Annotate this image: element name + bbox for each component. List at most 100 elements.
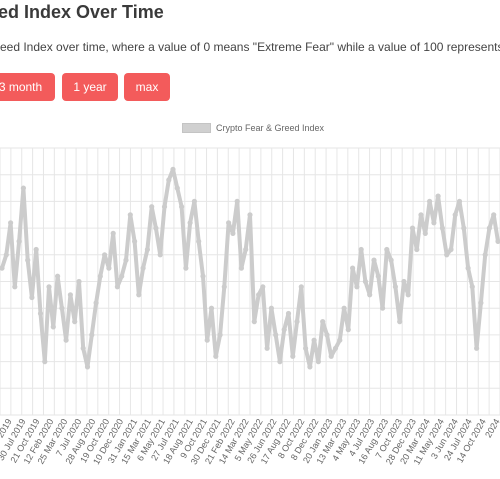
data-point [191, 198, 197, 204]
data-point [114, 284, 120, 290]
data-point [208, 305, 215, 311]
data-point [8, 220, 14, 226]
data-point [84, 364, 91, 370]
data-point [179, 204, 185, 210]
data-point [33, 246, 39, 253]
data-point [273, 332, 279, 338]
data-point [285, 310, 292, 317]
data-point [380, 305, 386, 311]
data-point [217, 332, 223, 338]
data-point [80, 345, 86, 351]
data-point [67, 292, 73, 298]
data-point [204, 337, 210, 343]
data-point [268, 305, 274, 311]
data-point [491, 212, 497, 218]
data-point [0, 265, 5, 271]
data-point [238, 265, 244, 271]
data-point [149, 204, 155, 210]
data-point [29, 294, 35, 301]
data-point [388, 257, 394, 263]
data-point [243, 246, 249, 253]
data-point [384, 246, 390, 253]
data-point [367, 292, 373, 298]
data-point [97, 273, 103, 279]
data-point [311, 337, 317, 343]
data-point [174, 185, 180, 191]
data-point [183, 265, 189, 271]
data-point [409, 225, 416, 231]
data-point [234, 198, 240, 204]
data-point [320, 319, 326, 325]
data-point [127, 212, 133, 218]
data-point [431, 220, 437, 226]
data-point [418, 212, 424, 218]
data-point [123, 257, 129, 263]
data-point [315, 359, 321, 365]
data-point [161, 204, 168, 210]
data-point [63, 337, 69, 343]
data-point [102, 252, 108, 258]
x-tick-label: 2024 [483, 417, 500, 439]
data-point [230, 230, 236, 236]
data-point [153, 225, 159, 231]
data-point [448, 246, 454, 253]
data-point [277, 359, 283, 365]
data-point [42, 359, 48, 365]
data-point [140, 265, 146, 271]
data-point [375, 273, 381, 279]
data-point [461, 225, 467, 231]
data-point [427, 198, 433, 204]
data-point [414, 246, 420, 253]
data-point [59, 305, 65, 311]
data-point [324, 332, 330, 338]
range-3-month-button[interactable]: 3 month [0, 73, 55, 101]
data-point [256, 292, 262, 298]
data-point [303, 345, 309, 351]
data-point [93, 300, 99, 306]
data-point [294, 319, 300, 325]
legend-swatch [182, 123, 211, 133]
data-point [200, 273, 206, 279]
data-point [50, 324, 56, 330]
data-point [3, 252, 9, 258]
range-1-year-button[interactable]: 1 year [62, 73, 118, 101]
data-point [345, 327, 351, 333]
data-point [486, 225, 492, 231]
chart-legend[interactable]: Crypto Fear & Greed Index [182, 123, 324, 133]
data-point [478, 300, 484, 306]
page-description: reed Index over time, where a value of 0… [0, 40, 500, 54]
data-point [25, 257, 31, 263]
data-point [264, 345, 270, 351]
data-point [362, 278, 368, 285]
data-point [106, 265, 112, 271]
data-point [187, 220, 193, 226]
data-point [16, 238, 22, 244]
chart-grid [0, 147, 500, 416]
data-point [132, 238, 138, 244]
data-point [469, 284, 475, 290]
data-point [170, 166, 176, 172]
data-point [46, 284, 52, 290]
data-point [456, 198, 463, 204]
data-point [72, 319, 78, 325]
data-point [76, 278, 82, 285]
data-point [213, 353, 219, 359]
range-max-button[interactable]: max [124, 73, 170, 101]
data-point [405, 292, 411, 298]
data-point [474, 345, 480, 351]
chart-series [0, 166, 500, 370]
data-point [251, 319, 257, 325]
data-point [247, 212, 253, 218]
data-point [110, 230, 116, 236]
data-point [495, 238, 500, 244]
data-point [260, 284, 266, 290]
data-point [482, 252, 488, 258]
data-point [452, 212, 458, 218]
data-point [55, 273, 61, 279]
data-point [307, 364, 313, 370]
data-point [358, 246, 364, 253]
data-point [465, 265, 471, 271]
data-point [281, 327, 287, 333]
data-point [20, 185, 26, 191]
